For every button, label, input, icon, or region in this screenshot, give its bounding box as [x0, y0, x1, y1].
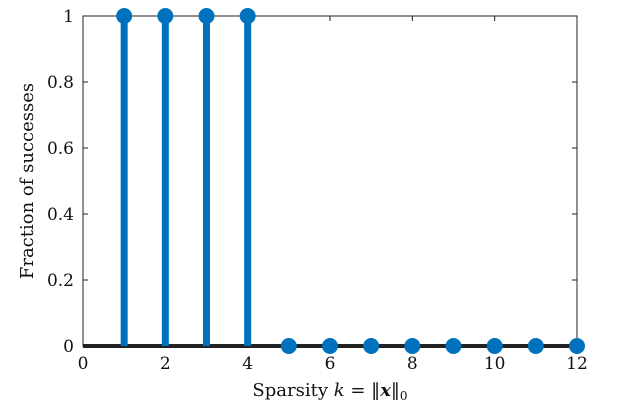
stem-marker [280, 338, 297, 354]
y-tick-label: 0.2 [47, 271, 74, 291]
x-tick-label: 6 [325, 354, 336, 374]
ticks-layer: 0 2 4 6 8 10 12 0 0.2 0.4 0.6 0.8 1 [47, 7, 588, 374]
x-tick-label: 12 [566, 354, 588, 374]
stem-marker [363, 338, 380, 354]
x-axis-label-var: k [334, 380, 345, 401]
y-tick-label: 0.4 [47, 205, 74, 225]
y-tick-label: 0 [63, 337, 74, 357]
stem-marker [445, 338, 462, 354]
x-axis-label: Sparsity k = ‖x‖0 [252, 380, 407, 403]
stem-marker [322, 338, 338, 354]
x-tick-label: 10 [484, 354, 506, 374]
stem-marker [404, 338, 421, 354]
x-axis-label-close: ‖ [391, 380, 400, 401]
stem-marker [198, 8, 215, 24]
x-tick-label: 8 [407, 354, 418, 374]
x-axis-label-sub: 0 [400, 389, 408, 403]
x-axis-label-eq: = ‖ [345, 380, 381, 401]
y-tick-label: 1 [63, 7, 74, 27]
x-tick-label: 4 [242, 354, 253, 374]
y-tick-label: 0.6 [47, 139, 74, 159]
plot-frame [82, 15, 578, 347]
x-axis-label-prefix: Sparsity [252, 380, 333, 401]
stem-marker [239, 8, 256, 24]
x-axis-label-vec: x [379, 380, 391, 401]
data-layer [83, 8, 585, 354]
y-tick-label: 0.8 [47, 73, 74, 93]
stem-marker [157, 8, 174, 24]
stem-marker [486, 338, 503, 354]
stem-marker [527, 338, 544, 354]
x-tick-label: 0 [78, 354, 89, 374]
axes-layer [82, 15, 578, 347]
x-tick-label: 2 [160, 354, 171, 374]
stem-marker [569, 338, 585, 354]
y-axis-label: Fraction of successes [17, 83, 38, 279]
stem-marker [116, 8, 133, 24]
